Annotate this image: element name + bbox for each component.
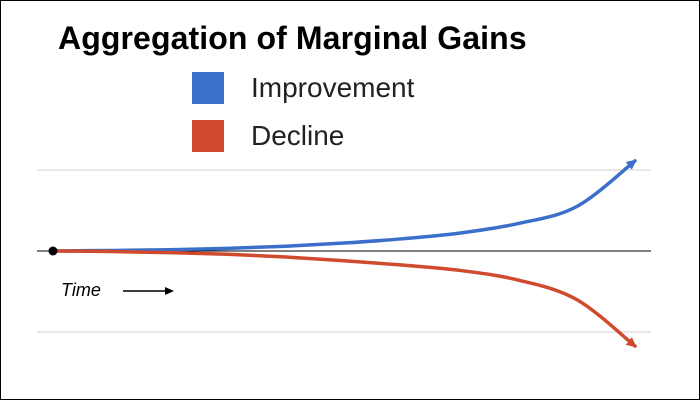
legend-label-improvement: Improvement bbox=[251, 72, 415, 103]
start-point-marker bbox=[48, 246, 58, 256]
time-arrow-icon bbox=[123, 287, 174, 295]
x-axis-label: Time bbox=[61, 280, 101, 300]
series-line-improvement bbox=[51, 159, 637, 253]
legend-label-decline: Decline bbox=[251, 120, 345, 151]
legend-swatch-decline bbox=[192, 120, 224, 152]
series-line-decline bbox=[51, 249, 637, 348]
series-lines bbox=[51, 159, 637, 348]
legend-item-decline: Decline bbox=[192, 120, 344, 152]
chart-title: Aggregation of Marginal Gains bbox=[58, 20, 527, 56]
legend-item-improvement: Improvement bbox=[192, 72, 414, 104]
legend-swatch-improvement bbox=[192, 72, 224, 104]
start-marker-group bbox=[48, 246, 58, 256]
